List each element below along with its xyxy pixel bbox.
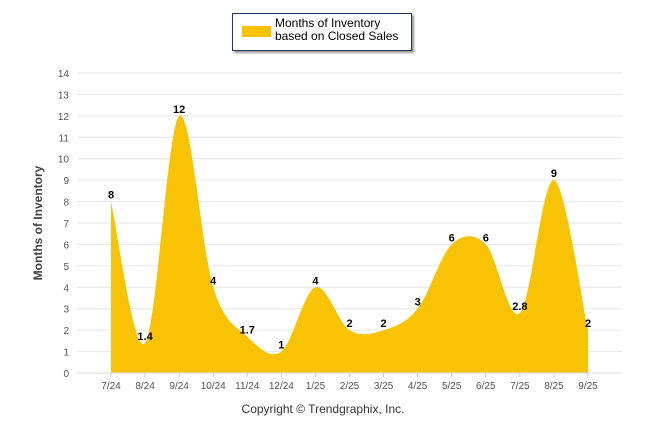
y-tick-label: 4 xyxy=(63,283,69,294)
y-tick-label: 11 xyxy=(59,133,70,144)
y-tick-label: 0 xyxy=(63,369,69,380)
data-label: 1.7 xyxy=(240,325,255,337)
y-tick-label: 5 xyxy=(63,262,69,273)
area-series xyxy=(111,115,588,373)
x-tick-label: 8/25 xyxy=(544,381,564,392)
x-tick-label: 12/24 xyxy=(269,381,294,392)
y-tick-label: 12 xyxy=(58,112,70,123)
x-tick-label: 9/25 xyxy=(578,381,598,392)
data-label: 4 xyxy=(210,275,217,287)
y-tick-label: 9 xyxy=(63,176,69,187)
y-axis-title: Months of Inventory xyxy=(31,165,45,280)
data-label: 2 xyxy=(381,318,387,330)
x-tick-label: 8/24 xyxy=(135,381,155,392)
data-label: 1 xyxy=(278,340,284,352)
x-tick-label: 1/25 xyxy=(306,381,326,392)
y-tick-label: 13 xyxy=(58,90,70,101)
y-tick-label: 14 xyxy=(58,69,70,80)
x-tick-label: 7/24 xyxy=(101,381,121,392)
x-tick-label: 5/25 xyxy=(442,381,462,392)
x-tick-label: 3/25 xyxy=(374,381,394,392)
data-label: 9 xyxy=(551,168,557,180)
x-tick-label: 7/25 xyxy=(510,381,530,392)
y-tick-label: 8 xyxy=(63,198,69,209)
chart-legend: Months of Inventory based on Closed Sale… xyxy=(232,13,412,51)
data-label: 2 xyxy=(346,318,352,330)
data-label: 6 xyxy=(483,232,489,244)
legend-swatch xyxy=(242,26,271,37)
y-tick-label: 2 xyxy=(63,326,69,337)
x-tick-label: 6/25 xyxy=(476,381,496,392)
y-tick-label: 1 xyxy=(63,348,69,359)
data-label: 1.4 xyxy=(137,331,153,343)
x-tick-label: 2/25 xyxy=(340,381,360,392)
data-label: 12 xyxy=(173,104,185,116)
data-label: 2 xyxy=(585,318,591,330)
x-tick-label: 4/25 xyxy=(408,381,428,392)
data-label: 3 xyxy=(415,297,421,309)
x-tick-label: 11/24 xyxy=(235,381,260,392)
x-tick-label: 10/24 xyxy=(201,381,226,392)
y-tick-label: 3 xyxy=(63,305,69,316)
y-tick-label: 10 xyxy=(58,155,70,166)
data-label: 8 xyxy=(108,190,114,202)
y-tick-label: 6 xyxy=(63,240,69,251)
data-label: 6 xyxy=(449,232,455,244)
data-label: 4 xyxy=(312,275,319,287)
copyright-text: Copyright © Trendgraphix, Inc. xyxy=(241,402,405,416)
x-tick-label: 9/24 xyxy=(169,381,189,392)
y-tick-label: 7 xyxy=(63,219,69,230)
legend-label: Months of Inventory based on Closed Sale… xyxy=(275,16,399,43)
data-label: 2.8 xyxy=(512,301,527,313)
